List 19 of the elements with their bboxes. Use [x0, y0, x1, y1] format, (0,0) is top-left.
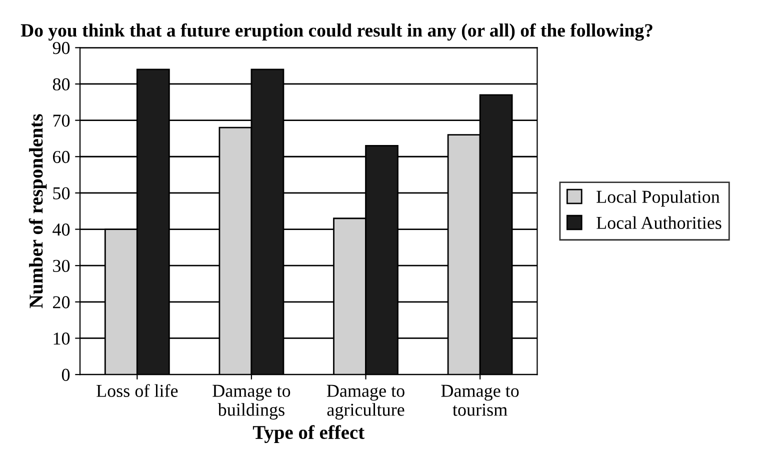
y-tick-label: 50 — [53, 187, 70, 200]
y-axis-title: Number of respondents — [28, 114, 47, 308]
y-tick-label: 30 — [53, 260, 70, 272]
x-tick-label: Damage to tourism — [441, 384, 519, 416]
y-tick-label: 10 — [54, 332, 70, 345]
x-tick-label: Loss of life — [96, 384, 178, 397]
legend-label: Local Authorities — [596, 216, 722, 229]
x-tick-label: Damage to agriculture — [326, 384, 404, 420]
chart-title: Do you think that a future eruption could result in any (or all) of the following? — [20, 23, 652, 41]
y-tick-label: 80 — [52, 78, 70, 90]
y-tick-label: 20 — [53, 296, 70, 308]
y-tick-label: 70 — [53, 114, 70, 127]
y-tick-label: 60 — [53, 150, 70, 164]
x-tick-label: Damage to buildings — [212, 384, 290, 420]
x-axis-title: Type of effect — [252, 425, 364, 444]
legend-label: Local Population — [596, 190, 720, 207]
y-tick-label: 40 — [52, 224, 70, 236]
y-tick-label: 90 — [52, 42, 70, 54]
y-tick-label: 0 — [62, 368, 70, 381]
